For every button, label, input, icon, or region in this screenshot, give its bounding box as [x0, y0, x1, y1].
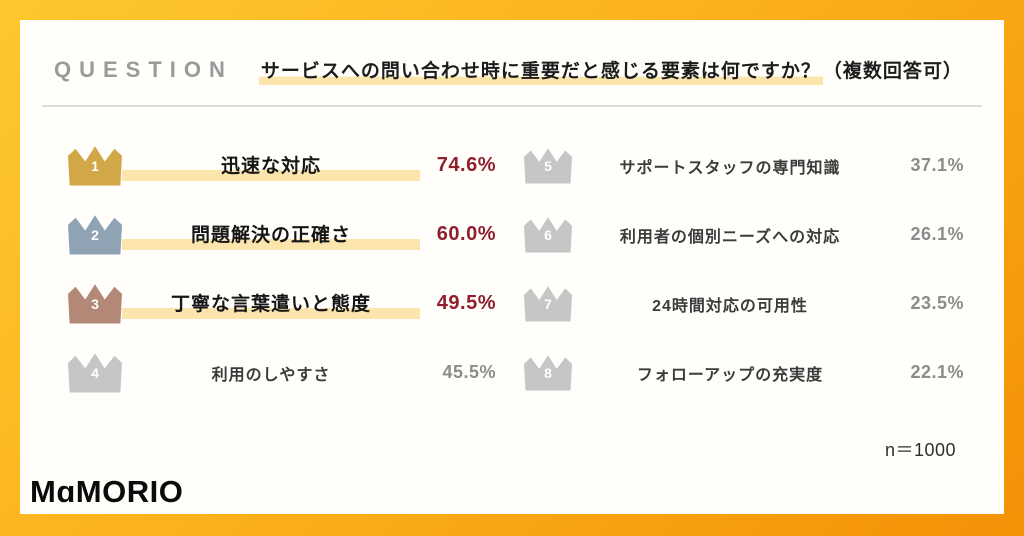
rank-number: 5 — [544, 158, 552, 175]
question-header: QUESTION サービスへの問い合わせ時に重要だと感じる要素は何ですか？ （複数… — [20, 20, 1004, 85]
question-eyebrow: QUESTION — [54, 56, 233, 82]
rank-number: 3 — [91, 296, 99, 313]
crown-shape — [68, 146, 122, 186]
rank-number: 4 — [91, 365, 99, 382]
ranking-grid: 1 迅速な対応 74.6% 2 問題解決の正確さ 60.0% — [20, 107, 1004, 407]
crown-shape — [524, 148, 572, 184]
crown-shape — [524, 355, 572, 391]
crown-rank-7-icon: 7 — [524, 286, 572, 322]
rank-label: 迅速な対応 — [122, 150, 420, 181]
rank-item-7: 7 24時間対応の可用性 23.5% — [518, 269, 986, 338]
rank-number: 1 — [91, 158, 99, 175]
rank-number: 6 — [544, 227, 552, 244]
rank-label: 問題解決の正確さ — [122, 219, 420, 250]
crown-rank-2-icon: 2 — [68, 215, 122, 255]
rank-label: フォローアップの充実度 — [636, 366, 824, 384]
crown-shape — [68, 215, 122, 255]
ranking-column-left: 1 迅速な対応 74.6% 2 問題解決の正確さ 60.0% — [50, 131, 518, 407]
crown-rank-4-icon: 4 — [68, 353, 122, 393]
rank-label: 利用のしやすさ — [211, 366, 331, 384]
crown-rank-5-icon: 5 — [524, 148, 572, 184]
rank-label: 丁寧な言葉遣いと態度 — [122, 288, 420, 319]
rank-label: 24時間対応の可用性 — [652, 297, 808, 315]
rank-percent: 49.5% — [436, 292, 496, 314]
crown-shape — [524, 217, 572, 253]
crown-shape — [524, 286, 572, 322]
crown-rank-1-icon: 1 — [68, 146, 122, 186]
rank-percent: 22.1% — [910, 362, 964, 382]
rank-item-2: 2 問題解決の正確さ 60.0% — [50, 200, 518, 269]
question-text: サービスへの問い合わせ時に重要だと感じる要素は何ですか？ （複数回答可） — [258, 56, 963, 85]
rank-percent: 45.5% — [442, 362, 496, 382]
crown-shape — [68, 284, 122, 324]
rank-label: 利用者の個別ニーズへの対応 — [619, 228, 841, 246]
sample-size: n＝1000 — [884, 440, 956, 460]
rank-percent: 37.1% — [910, 155, 964, 175]
rank-item-1: 1 迅速な対応 74.6% — [50, 131, 518, 200]
rank-label: サポートスタッフの専門知識 — [619, 159, 841, 177]
crown-rank-8-icon: 8 — [524, 355, 572, 391]
ranking-column-right: 5 サポートスタッフの専門知識 37.1% 6 利用者の個別ニーズへの対応 26… — [518, 131, 986, 407]
rank-percent: 26.1% — [910, 224, 964, 244]
rank-item-3: 3 丁寧な言葉遣いと態度 49.5% — [50, 269, 518, 338]
rank-percent: 74.6% — [436, 154, 496, 176]
rank-percent: 23.5% — [910, 293, 964, 313]
rank-number: 2 — [91, 227, 99, 244]
rank-item-4: 4 利用のしやすさ 45.5% — [50, 338, 518, 407]
mamorio-logo: MɑMORIO — [30, 474, 184, 509]
rank-item-6: 6 利用者の個別ニーズへの対応 26.1% — [518, 200, 986, 269]
rank-number: 8 — [544, 365, 552, 382]
crown-rank-3-icon: 3 — [68, 284, 122, 324]
question-text-highlighted: サービスへの問い合わせ時に重要だと感じる要素は何ですか？ — [258, 61, 823, 85]
rank-item-8: 8 フォローアップの充実度 22.1% — [518, 338, 986, 407]
header-divider — [42, 105, 982, 107]
crown-rank-6-icon: 6 — [524, 217, 572, 253]
rank-percent: 60.0% — [436, 223, 496, 245]
crown-shape — [68, 353, 122, 393]
rank-number: 7 — [544, 296, 552, 313]
question-text-suffix: （複数回答可） — [822, 61, 963, 82]
survey-card: QUESTION サービスへの問い合わせ時に重要だと感じる要素は何ですか？ （複数… — [20, 20, 1004, 514]
rank-item-5: 5 サポートスタッフの専門知識 37.1% — [518, 131, 986, 200]
